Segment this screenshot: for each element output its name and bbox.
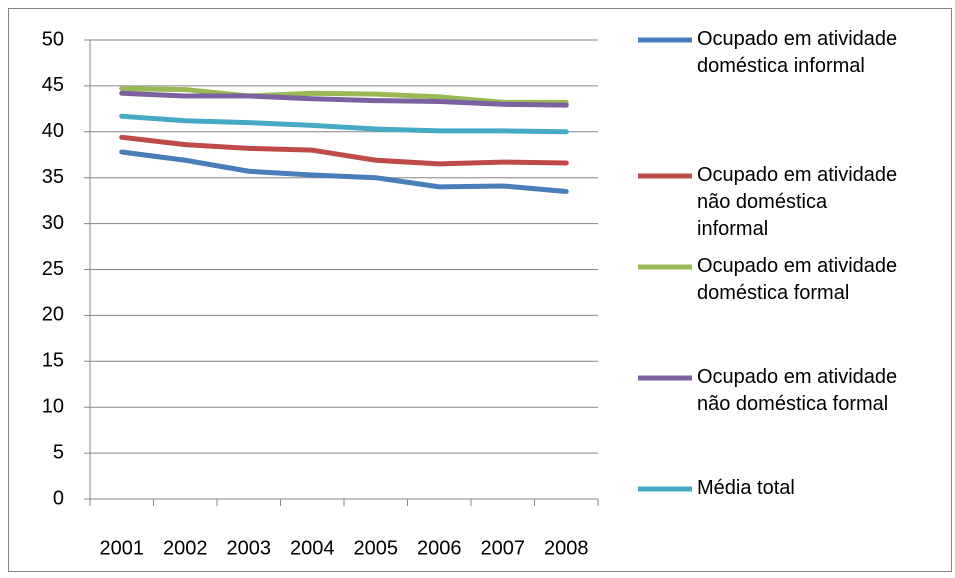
legend-label: Média total: [697, 477, 795, 499]
x-tick-label: 2002: [163, 537, 208, 559]
y-tick-label: 10: [42, 395, 64, 417]
series-line: [119, 113, 569, 135]
y-tick-label: 35: [42, 166, 64, 188]
x-tick-label: 2008: [544, 537, 589, 559]
x-tick-label: 2007: [481, 537, 526, 559]
y-tick-label: 50: [42, 28, 64, 50]
y-tick-label: 0: [53, 487, 64, 509]
series-line: [119, 90, 569, 108]
y-tick-label: 5: [53, 441, 64, 463]
y-tick-label: 30: [42, 212, 64, 234]
chart-frame: [8, 8, 952, 572]
x-tick-label: 2003: [227, 537, 272, 559]
x-tick-label: 2001: [100, 537, 145, 559]
y-tick-label: 25: [42, 258, 64, 280]
legend-label: Ocupado em atividade doméstica informal: [697, 28, 898, 77]
series-line: [119, 134, 569, 167]
legend-label: Ocupado em atividade não doméstica infor…: [697, 164, 898, 240]
y-tick-label: 40: [42, 120, 64, 142]
x-tick-label: 2004: [290, 537, 335, 559]
x-tick-label: 2005: [354, 537, 399, 559]
series-line: [119, 149, 569, 194]
legend-label: Ocupado em atividade doméstica formal: [697, 255, 898, 304]
y-tick-label: 45: [42, 74, 64, 96]
x-tick-label: 2006: [417, 537, 462, 559]
y-tick-label: 20: [42, 304, 64, 326]
legend-label: Ocupado em atividade não doméstica forma…: [697, 366, 898, 415]
y-tick-label: 15: [42, 350, 64, 372]
